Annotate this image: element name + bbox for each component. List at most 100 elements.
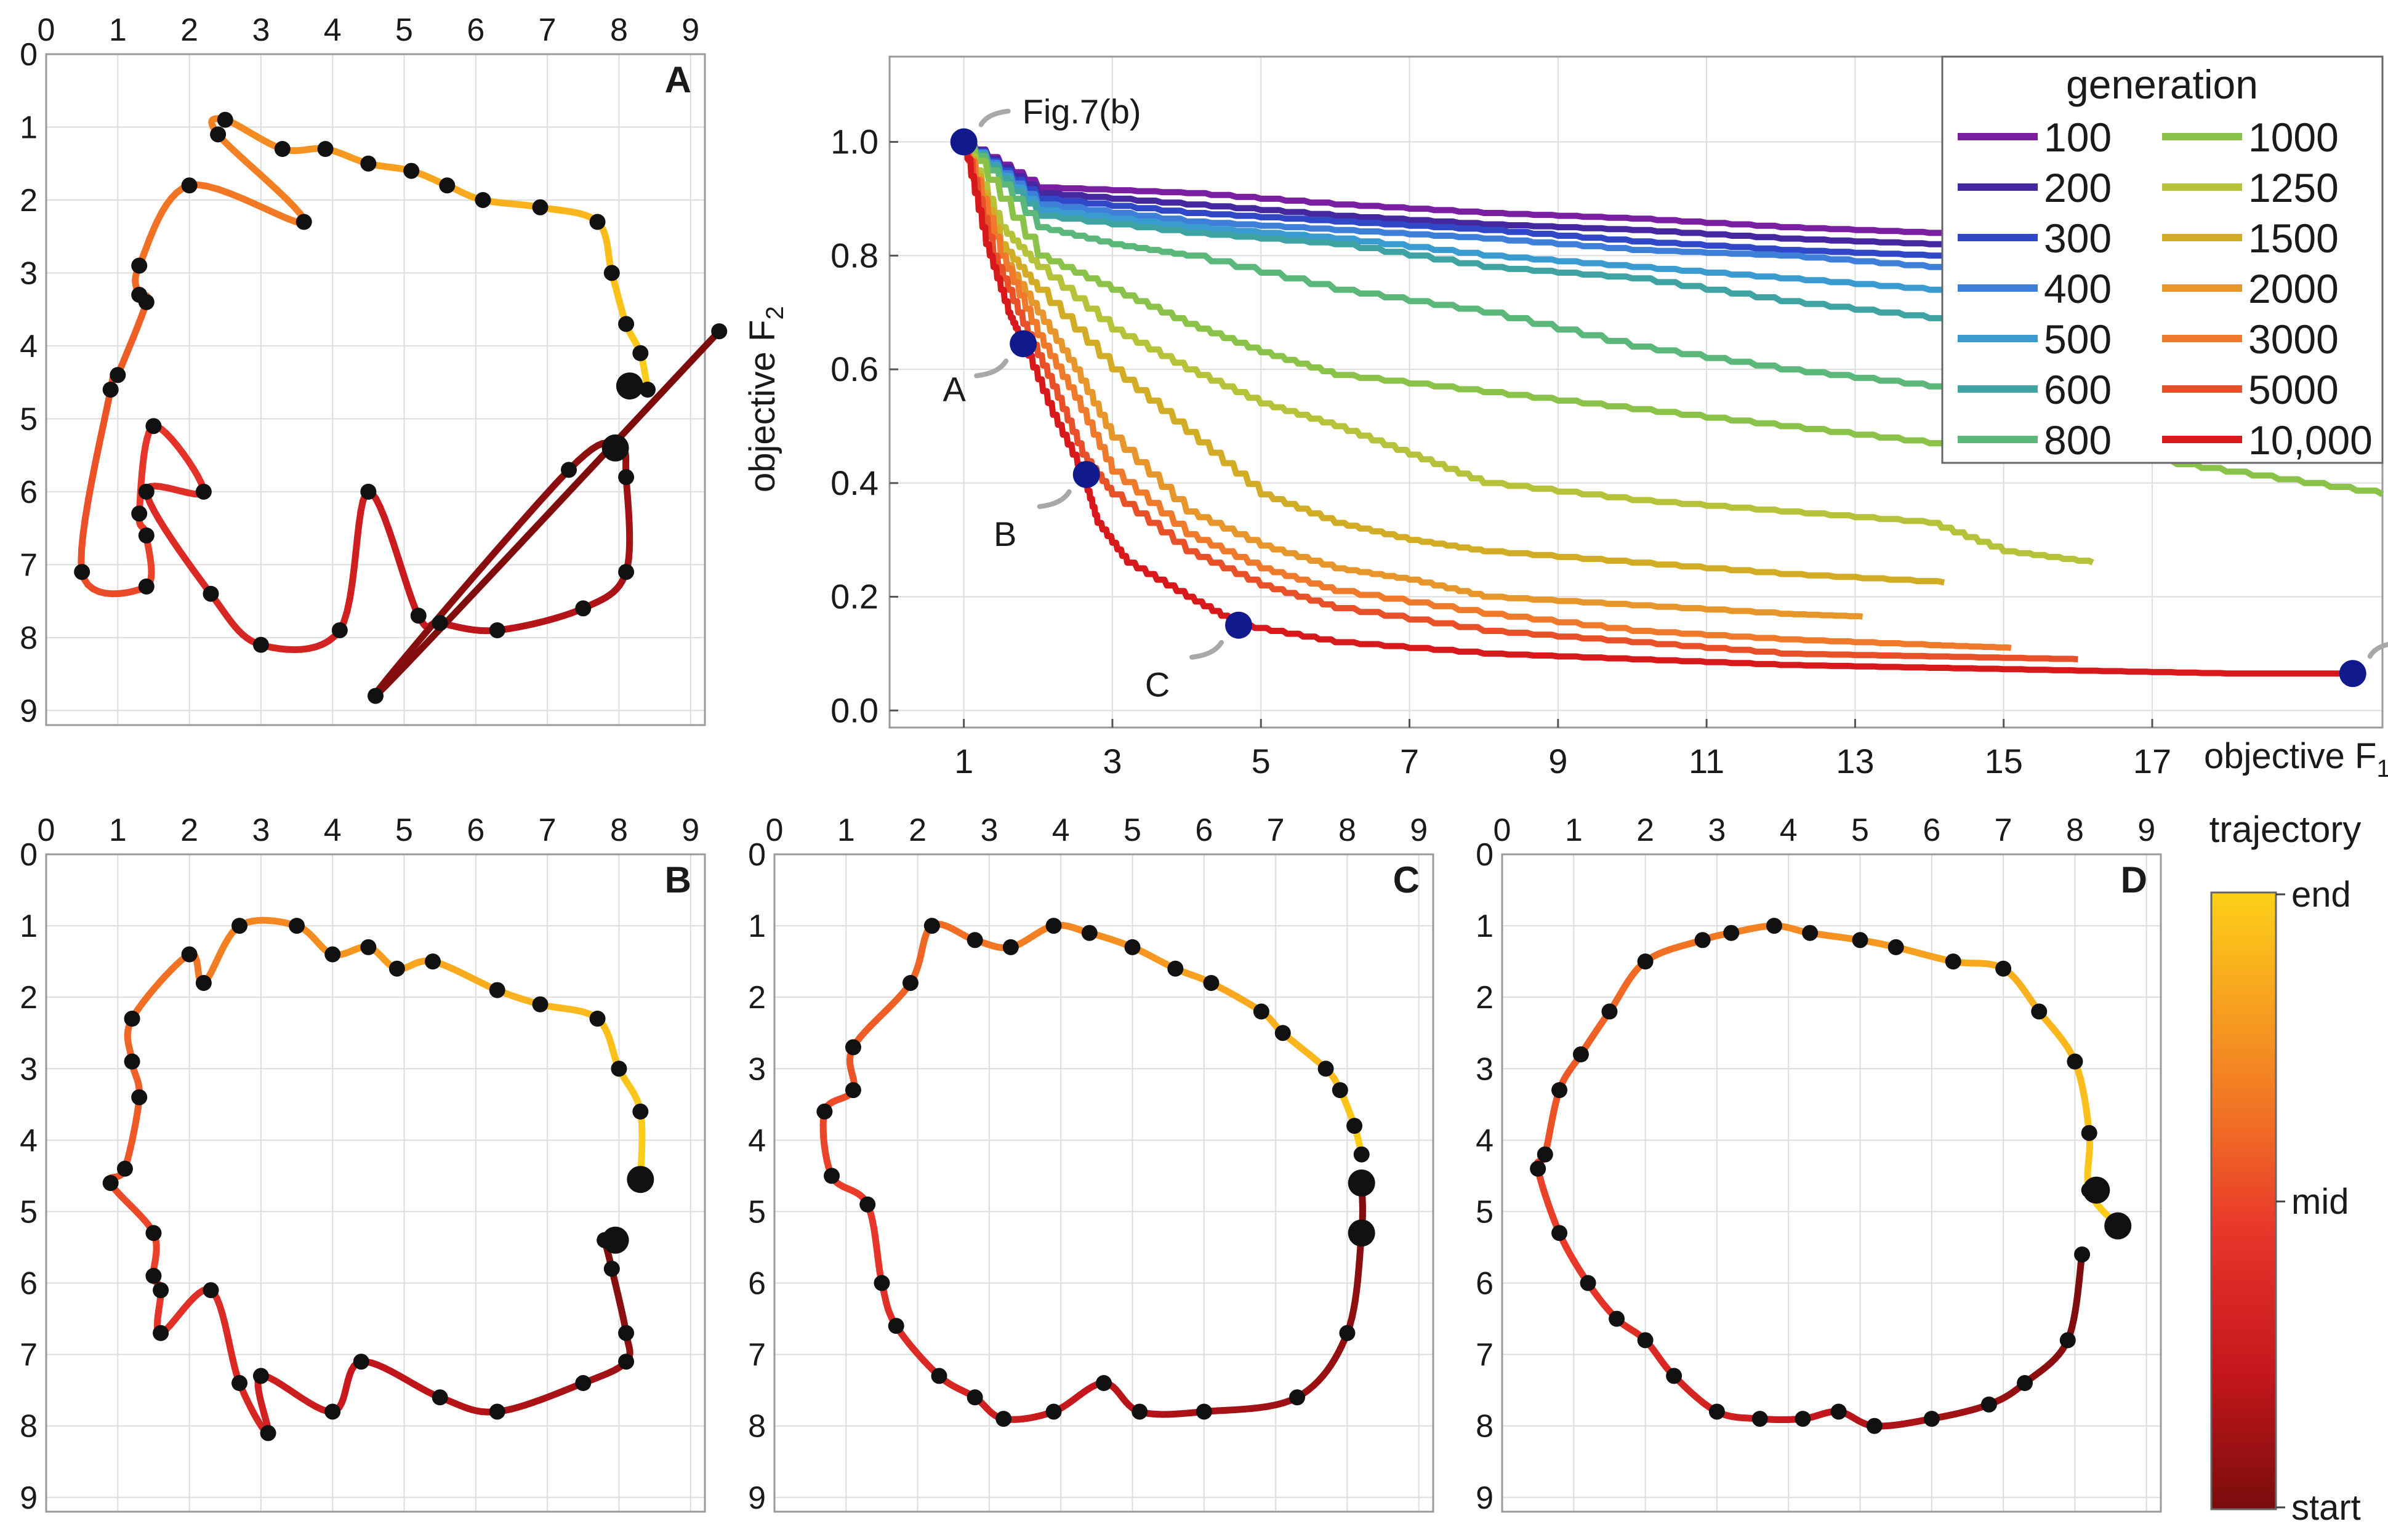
- x-tick-label: 9: [681, 12, 699, 48]
- x-tick-label: 9: [681, 812, 699, 848]
- waypoint-dot: [2031, 1003, 2048, 1020]
- waypoint-dot: [1766, 918, 1782, 934]
- y-tick-label: 4: [748, 1123, 766, 1158]
- highlight-leader-line: [978, 108, 1011, 127]
- waypoint-dot: [967, 932, 983, 948]
- waypoint-dot: [1609, 1310, 1625, 1327]
- waypoint-dot: [1196, 1403, 1212, 1420]
- x-tick-label: 8: [610, 812, 628, 848]
- waypoint-dot: [575, 600, 592, 617]
- waypoint-dot: [1923, 1411, 1940, 1427]
- y-tick-label: 1: [748, 908, 766, 944]
- waypoint-dot: [1253, 1003, 1269, 1020]
- legend: generation 10020030040050060080010001250…: [1941, 55, 2384, 464]
- y-tick-label: 2: [1476, 980, 1494, 1016]
- waypoint-dot: [1637, 1332, 1654, 1349]
- legend-label: 100: [2044, 114, 2112, 160]
- start-end-marker: [2104, 1212, 2132, 1240]
- y-tick-label: 4: [1476, 1123, 1494, 1158]
- waypoint-dot: [1637, 953, 1654, 970]
- y-tick-label: 2: [20, 183, 38, 219]
- trajectory-segment: [532, 484, 577, 531]
- panel-label: B: [665, 859, 691, 900]
- highlight-leader-line: [2367, 641, 2388, 659]
- series-line-gen-2000: [963, 138, 1863, 620]
- y-tick-label: 0: [748, 837, 766, 873]
- waypoint-dot: [1274, 1025, 1291, 1041]
- y-tick-label: 5: [1476, 1194, 1494, 1230]
- trajectory-segment: [514, 499, 542, 529]
- waypoint-dot: [618, 1325, 635, 1341]
- waypoint-dot: [931, 1368, 947, 1384]
- waypoint-dot: [110, 367, 126, 383]
- x-tick-label: 0: [766, 812, 784, 848]
- waypoint-dot: [575, 1375, 592, 1392]
- waypoint-dot: [368, 688, 384, 704]
- waypoint-dot: [231, 918, 248, 934]
- waypoint-dot: [360, 939, 377, 955]
- waypoint-dot: [439, 177, 456, 194]
- waypoint-dot: [1096, 1375, 1112, 1392]
- waypoint-dot: [195, 483, 212, 500]
- x-tick-label: 1: [837, 812, 855, 848]
- x-tick-label: 3: [1708, 812, 1726, 848]
- waypoint-dot: [124, 1053, 140, 1070]
- start-end-marker: [616, 372, 643, 400]
- waypoint-dot: [203, 1282, 219, 1299]
- panel-frame: [773, 853, 1434, 1513]
- waypoint-dot: [1551, 1225, 1568, 1241]
- x-tick-label: 4: [324, 812, 342, 848]
- highlight-label: Fig.7(b): [1023, 92, 1141, 131]
- y-tick-label: 6: [20, 1266, 38, 1302]
- waypoint-dot: [603, 265, 620, 281]
- x-tick-label: 3: [252, 12, 270, 48]
- waypoint-dot: [331, 622, 348, 638]
- waypoint-dot: [618, 469, 635, 486]
- y-tick-label: 0.4: [830, 463, 878, 502]
- legend-label: 5000: [2248, 367, 2339, 412]
- y-tick-label: 0.6: [830, 350, 878, 388]
- waypoint-dot: [131, 1089, 148, 1105]
- legend-label: 300: [2044, 215, 2112, 261]
- waypoint-dot: [2074, 1246, 2091, 1263]
- x-tick-label: 7: [539, 812, 557, 848]
- series-line-gen-3000: [963, 138, 2012, 651]
- x-tick-label: 4: [324, 12, 342, 48]
- highlight-point: [1072, 460, 1100, 488]
- waypoint-dot: [888, 1318, 904, 1334]
- waypoint-dot: [317, 141, 334, 158]
- trajectory-segment: [444, 575, 475, 611]
- colorbar-mid-label: mid: [2291, 1182, 2349, 1222]
- y-tick-label: 2: [748, 980, 766, 1016]
- y-tick-label: 0.0: [830, 691, 878, 729]
- waypoint-dot: [1332, 1082, 1348, 1099]
- pareto-highlights: Fig.7(b)ABCD: [943, 92, 2388, 704]
- y-tick-label: 9: [20, 1480, 38, 1516]
- highlight-point: [1225, 611, 1253, 639]
- legend-label: 500: [2044, 316, 2112, 362]
- y-tick-label: 5: [20, 1194, 38, 1230]
- waypoint-dot: [489, 982, 505, 998]
- x-tick-label: 0: [1494, 812, 1511, 848]
- x-tick-label: 7: [1995, 812, 2012, 848]
- waypoint-dot: [995, 1411, 1012, 1427]
- panel-a: 0 1 2 3 4 5 6 7 8 9 0 1 2 3 4 5 6 7 8 9 A: [20, 12, 728, 729]
- start-end-marker: [1348, 1219, 1375, 1247]
- waypoint-dot: [589, 1011, 606, 1027]
- trajectory-segment: [383, 662, 409, 689]
- y-tick-label: 7: [1476, 1337, 1494, 1373]
- waypoint-dot: [1339, 1325, 1356, 1341]
- waypoint-dot: [632, 1103, 649, 1120]
- trajectory-segment: [386, 653, 409, 680]
- waypoint-dot: [274, 141, 291, 158]
- trajectory-segment: [402, 630, 429, 660]
- y-tick-label: 6: [20, 475, 38, 510]
- legend-title: generation: [2066, 62, 2258, 107]
- y-tick-label: 1: [1476, 908, 1494, 944]
- waypoint-dot: [1167, 960, 1184, 977]
- highlight-label: A: [943, 369, 966, 408]
- waypoint-dot: [102, 382, 119, 398]
- waypoint-dot: [1830, 1403, 1847, 1420]
- highlight-leader-line: [1037, 489, 1072, 509]
- legend-label: 1000: [2248, 114, 2339, 160]
